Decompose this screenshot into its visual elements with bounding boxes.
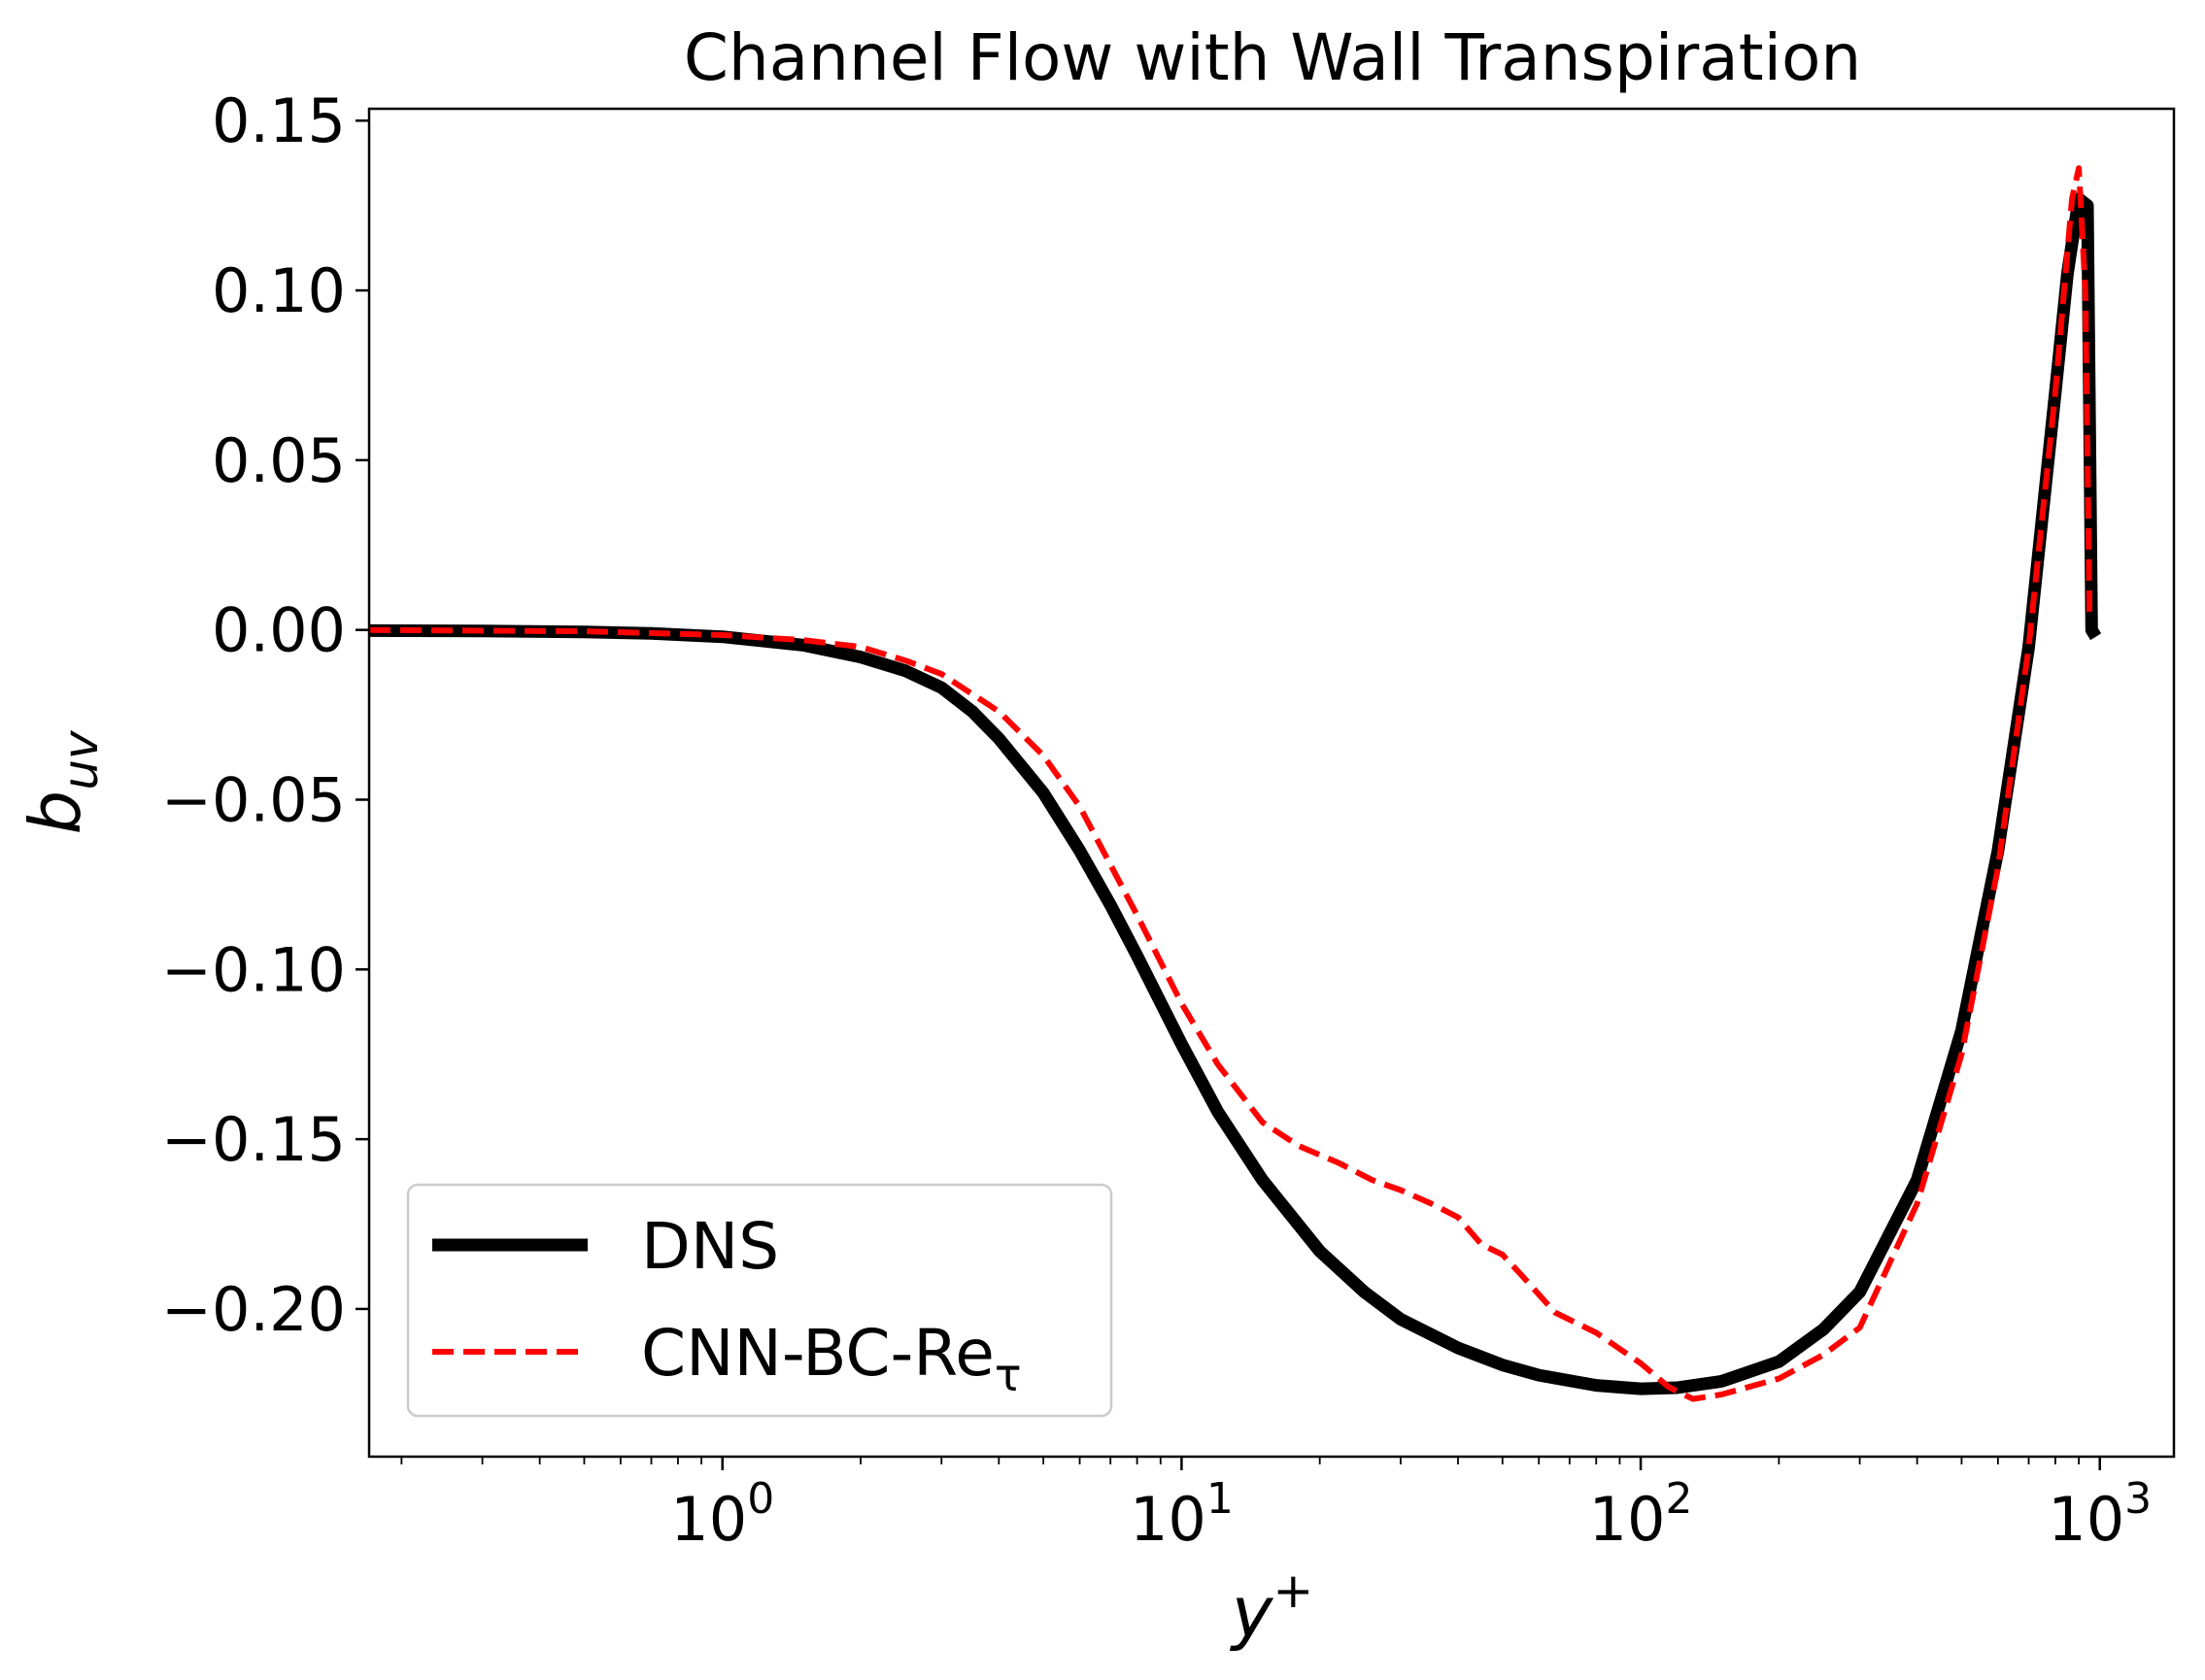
legend-label-cnn: CNN-BC-Reτ [641,1316,1022,1401]
plot-area [369,165,2102,1402]
plot-frame [367,107,2176,1459]
y-tick-label: −0.10 [161,934,346,1005]
x-tick-label: 103 [2048,1474,2152,1555]
y-tick-label: −0.20 [161,1274,346,1345]
x-tick-label: 101 [1130,1474,1234,1555]
series-layer [369,165,2102,1402]
chart-title: Channel Flow with Wall Transpiration [684,20,1861,95]
y-tick-label: −0.05 [161,764,346,835]
y-tick-label: 0.10 [212,255,346,326]
y-axis: 0.15 0.10 0.05 0.00 −0.05 −0.10 −0.15 −0.20 [161,85,369,1345]
legend-label-dns: DNS [641,1209,779,1284]
x-axis: 100 101 102 103 [400,1457,2152,1555]
x-tick-label: 100 [670,1474,774,1555]
y-tick-label: 0.00 [212,595,346,666]
y-tick-label: 0.05 [212,425,346,496]
y-tick-label: −0.15 [161,1104,346,1175]
series-line-cnn-bc-re-tau [369,165,2093,1402]
x-axis-label: y+ [1230,1562,1314,1653]
x-tick-label: 102 [1589,1474,1693,1555]
legend: DNS CNN-BC-Reτ [406,1183,1113,1418]
y-axis-label: buv [15,729,109,834]
y-tick-label: 0.15 [212,85,346,156]
